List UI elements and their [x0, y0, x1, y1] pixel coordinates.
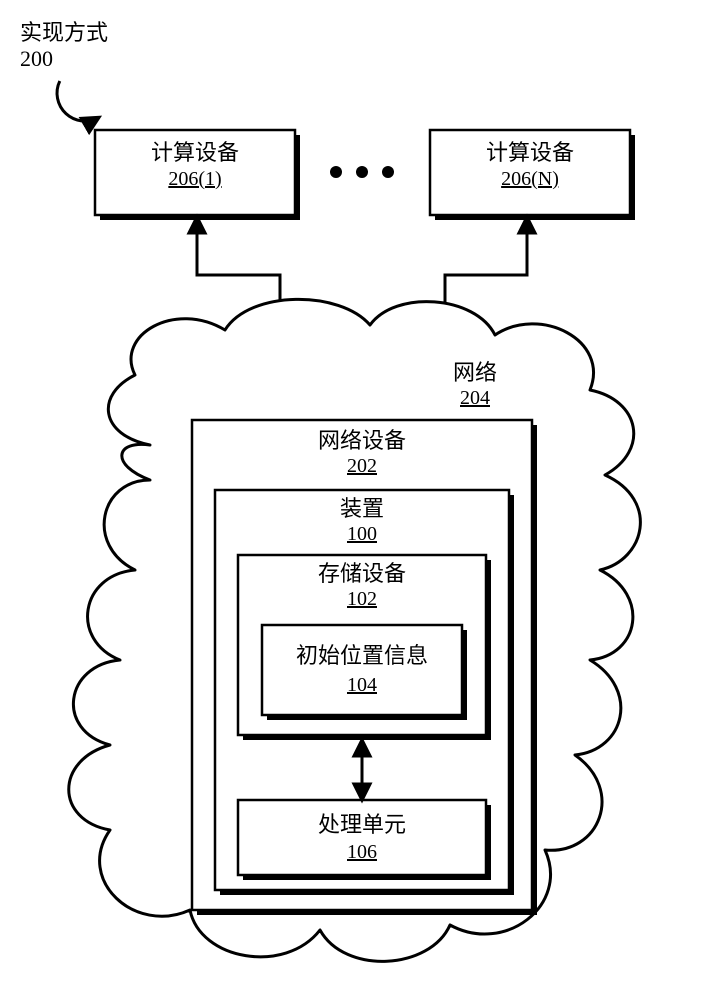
- processing-unit-title: 处理单元: [318, 812, 406, 837]
- apparatus-title: 装置: [340, 496, 384, 521]
- apparatus-num: 100: [347, 523, 377, 545]
- storage-device-title: 存储设备: [318, 561, 406, 586]
- init-location-info-title: 初始位置信息: [296, 643, 428, 668]
- figure-number: 200: [20, 46, 53, 71]
- network-num: 204: [460, 387, 490, 409]
- header-pointer-arrow: [57, 81, 99, 121]
- storage-device-num: 102: [347, 588, 377, 610]
- processing-unit-num: 106: [347, 841, 377, 863]
- network-device-title: 网络设备: [318, 428, 406, 453]
- computing-device-left-title: 计算设备: [151, 140, 239, 165]
- computing-device-right-title: 计算设备: [486, 140, 574, 165]
- init-location-info-num: 104: [347, 674, 377, 696]
- computing-device-right-num: 206(N): [501, 168, 559, 190]
- ellipsis-dot: [330, 166, 342, 178]
- network-device-num: 202: [347, 455, 377, 477]
- network-label: 网络: [453, 360, 497, 385]
- init-location-info-box: [262, 625, 467, 720]
- ellipsis-dot: [382, 166, 394, 178]
- computing-device-left-num: 206(1): [168, 168, 221, 190]
- ellipsis-dot: [356, 166, 368, 178]
- figure-title: 实现方式: [20, 20, 108, 45]
